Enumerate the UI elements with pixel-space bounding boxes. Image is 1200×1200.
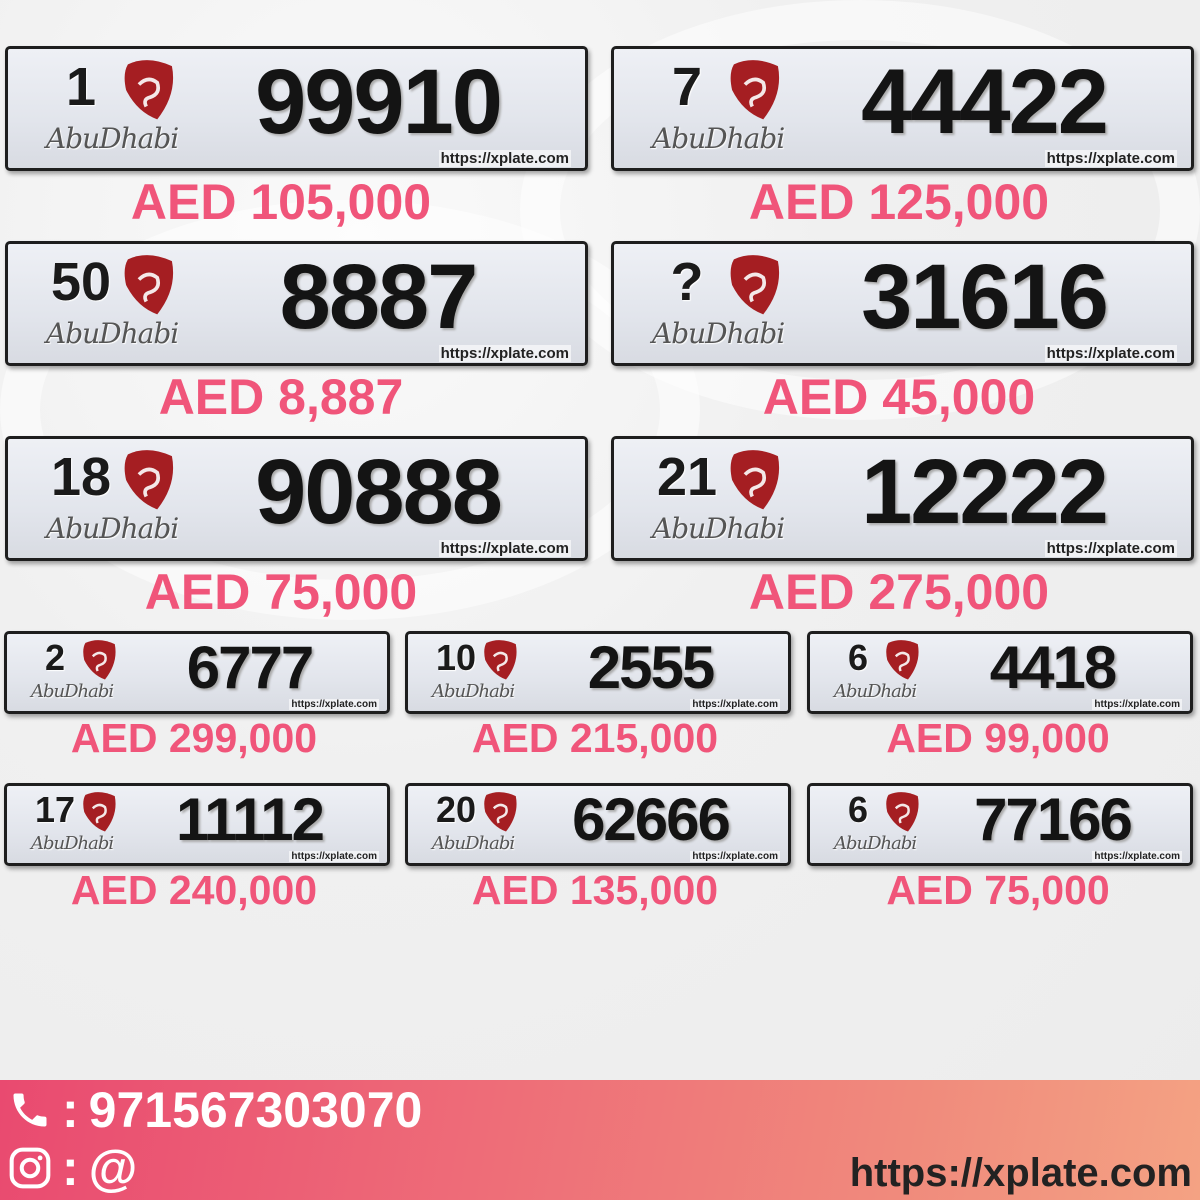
plate-brand: AbuDhabi [46,317,179,350]
abu-dhabi-logo-icon [124,450,174,510]
plate-code: 1 [65,57,97,117]
license-plate[interactable]: 6 AbuDhabi 4418 https://xplate.com [807,631,1193,714]
plate-number: 6777 [186,634,314,701]
plate-code: 17 [34,789,76,830]
plate-price: AED 105,000 [130,174,432,230]
license-plate[interactable]: 1 AbuDhabi 99910 https://xplate.com [5,46,588,171]
plate-code: 21 [656,447,718,507]
plate-watermark: https://xplate.com [690,851,780,862]
plate-watermark: https://xplate.com [1092,699,1182,710]
plate-code: 7 [671,57,703,117]
instagram-line: : @ [8,1140,137,1196]
plate-price: AED 125,000 [748,174,1050,230]
plate-brand: AbuDhabi [31,681,114,702]
plate-brand: AbuDhabi [652,317,785,350]
plate-code: 10 [435,637,477,678]
instagram-separator: : [62,1140,79,1196]
license-plate[interactable]: 20 AbuDhabi 62666 https://xplate.com [405,783,791,866]
website-link[interactable]: https://xplate.com [849,1151,1192,1195]
plate-code: 18 [50,447,112,507]
plate-price: AED 135,000 [471,867,719,913]
plate-code: 2 [44,637,66,678]
license-plate[interactable]: 2 AbuDhabi 6777 https://xplate.com [4,631,390,714]
plate-brand: AbuDhabi [432,681,515,702]
plate-watermark: https://xplate.com [1044,345,1177,362]
abu-dhabi-logo-icon [730,450,780,510]
abu-dhabi-logo-icon [484,640,517,680]
plate-brand: AbuDhabi [31,833,114,854]
plate-watermark: https://xplate.com [1092,851,1182,862]
plate-watermark: https://xplate.com [289,851,379,862]
abu-dhabi-logo-icon [83,792,116,832]
license-plate[interactable]: 6 AbuDhabi 77166 https://xplate.com [807,783,1193,866]
plate-number: 77166 [974,786,1133,853]
plate-brand: AbuDhabi [46,512,179,545]
plate-number: 99910 [255,51,503,153]
phone-line: : 971567303070 [8,1082,422,1138]
plate-code: 20 [435,789,477,830]
plate-watermark: https://xplate.com [1044,150,1177,167]
plate-watermark: https://xplate.com [438,345,571,362]
license-plate[interactable]: 18 AbuDhabi 90888 https://xplate.com [5,436,588,561]
plate-brand: AbuDhabi [46,122,179,155]
plate-brand: AbuDhabi [652,122,785,155]
plate-code: 6 [847,789,869,830]
abu-dhabi-logo-icon [124,60,174,120]
license-plate[interactable]: 17 AbuDhabi 11112 https://xplate.com [4,783,390,866]
plate-price: AED 215,000 [471,715,719,761]
plate-code: 50 [50,252,112,312]
plate-price: AED 240,000 [70,867,318,913]
license-plate[interactable]: 7 AbuDhabi 44422 https://xplate.com [611,46,1194,171]
plate-watermark: https://xplate.com [289,699,379,710]
contact-footer: : 971567303070 : @ https://xplate.com [0,1080,1200,1200]
plate-number: 12222 [861,441,1109,543]
plate-number: 2555 [587,634,715,701]
abu-dhabi-logo-icon [886,640,919,680]
plate-price: AED 99,000 [886,715,1110,761]
plate-price: AED 75,000 [144,564,418,620]
instagram-icon [9,1147,51,1189]
phone-number[interactable]: 971567303070 [88,1082,423,1138]
abu-dhabi-logo-icon [730,60,780,120]
plate-brand: AbuDhabi [834,833,917,854]
plate-watermark: https://xplate.com [1044,540,1177,557]
plate-number: 4418 [989,634,1117,701]
plate-price: AED 8,887 [158,369,404,425]
license-plate[interactable]: 50 AbuDhabi 8887 https://xplate.com [5,241,588,366]
plate-watermark: https://xplate.com [438,540,571,557]
phone-icon [13,1093,47,1127]
abu-dhabi-logo-icon [484,792,517,832]
plate-number: 31616 [861,246,1109,348]
plate-watermark: https://xplate.com [690,699,780,710]
plate-brand: AbuDhabi [652,512,785,545]
license-plate[interactable]: 21 AbuDhabi 12222 https://xplate.com [611,436,1194,561]
plate-number: 90888 [255,441,503,543]
phone-separator: : [62,1082,79,1138]
plate-brand: AbuDhabi [432,833,515,854]
plate-number: 8887 [279,246,479,348]
abu-dhabi-logo-icon [886,792,919,832]
abu-dhabi-logo-icon [124,255,174,315]
plate-brand: AbuDhabi [834,681,917,702]
plate-code: 6 [847,637,869,678]
plate-price: AED 299,000 [70,715,318,761]
plate-price: AED 75,000 [886,867,1110,913]
plate-code: ? [670,252,704,312]
abu-dhabi-logo-icon [83,640,116,680]
plate-price: AED 45,000 [762,369,1036,425]
license-plate[interactable]: 10 AbuDhabi 2555 https://xplate.com [405,631,791,714]
plate-number: 11112 [176,786,325,853]
plate-price: AED 275,000 [748,564,1050,620]
abu-dhabi-logo-icon [730,255,780,315]
instagram-handle[interactable]: @ [88,1140,138,1196]
plate-number: 62666 [572,786,731,853]
plate-number: 44422 [861,51,1109,153]
license-plate[interactable]: ? AbuDhabi 31616 https://xplate.com [611,241,1194,366]
plate-watermark: https://xplate.com [438,150,571,167]
